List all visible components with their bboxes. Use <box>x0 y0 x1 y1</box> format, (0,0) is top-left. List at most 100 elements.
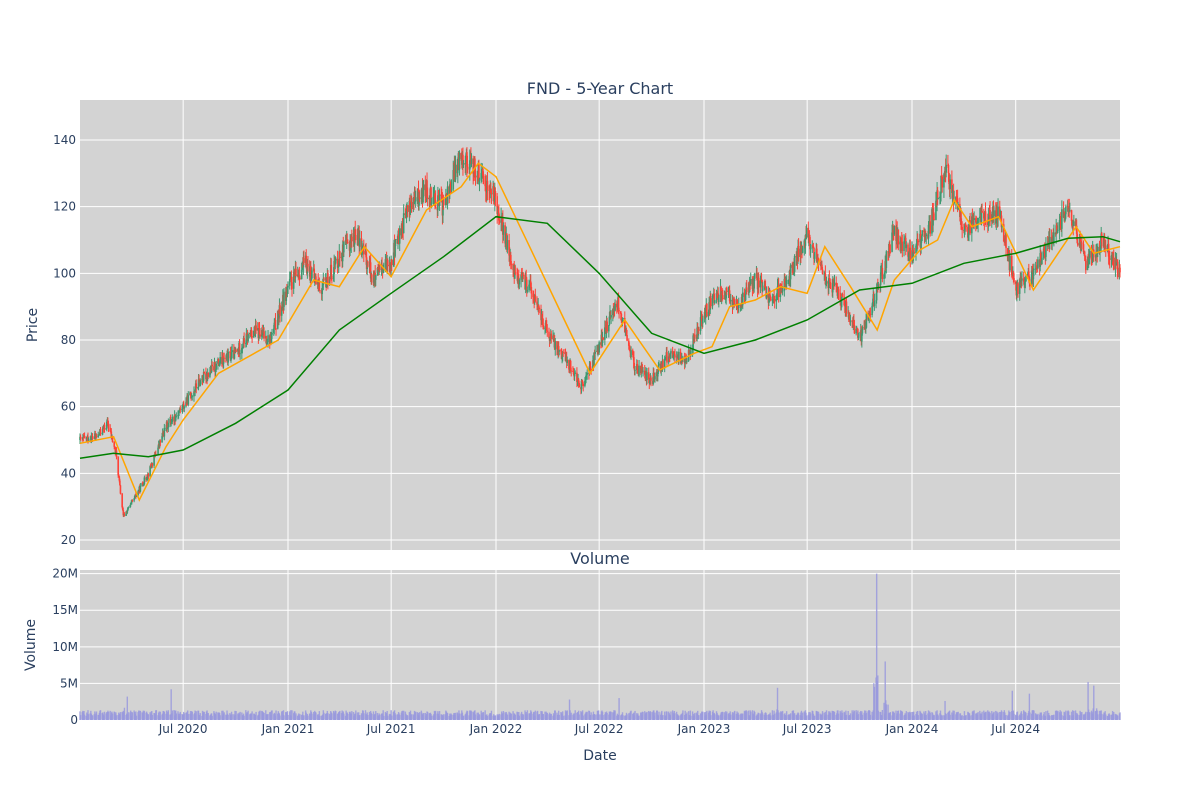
volume-bar <box>279 716 280 720</box>
volume-bar <box>431 716 432 720</box>
volume-bar <box>606 713 607 720</box>
date-tick-label: Jul 2021 <box>366 722 416 736</box>
volume-bar <box>467 711 468 720</box>
volume-bar <box>898 711 899 720</box>
candle-body <box>906 245 908 249</box>
volume-bar <box>666 712 667 720</box>
volume-bar <box>192 712 193 720</box>
candle-body <box>215 364 217 370</box>
candle-body <box>323 279 325 280</box>
candle-body <box>451 189 453 190</box>
candle-body <box>117 457 119 475</box>
candle-body <box>160 441 162 443</box>
volume-bar <box>140 711 141 720</box>
candle-body <box>1113 258 1115 270</box>
candle-body <box>303 258 305 263</box>
candle-body <box>574 374 576 377</box>
candle-body <box>758 278 760 288</box>
volume-bar <box>778 713 779 720</box>
price-tick-label: 80 <box>61 333 76 347</box>
volume-bar <box>359 715 360 720</box>
candle-body <box>199 380 201 386</box>
candle-body <box>850 321 852 323</box>
volume-bar <box>479 715 480 720</box>
volume-bar <box>786 711 787 720</box>
volume-bar <box>168 710 169 720</box>
volume-bar <box>638 716 639 720</box>
volume-bar <box>842 713 843 720</box>
volume-bar <box>439 711 440 720</box>
volume-bar <box>311 714 312 720</box>
volume-bar <box>208 713 209 720</box>
volume-bar <box>598 714 599 720</box>
candle-body <box>925 234 927 236</box>
candle-body <box>858 336 860 338</box>
date-tick-label: Jan 2023 <box>677 722 731 736</box>
volume-bar <box>176 713 177 720</box>
price-tick-label: 120 <box>53 200 76 214</box>
date-tick-label: Jan 2022 <box>469 722 523 736</box>
candle-body <box>152 463 154 466</box>
candle-body <box>243 338 245 344</box>
candle-body <box>157 448 159 455</box>
candle-body <box>395 239 397 240</box>
candle-body <box>754 276 756 279</box>
volume-bar <box>523 715 524 720</box>
candle-body <box>307 264 309 267</box>
volume-bar <box>678 716 679 720</box>
candle-body <box>92 436 94 438</box>
candle-body <box>666 352 668 362</box>
candle <box>120 485 122 495</box>
candle-body <box>321 288 323 294</box>
candle-body <box>251 336 253 337</box>
volume-bar <box>283 715 284 720</box>
volume-bar <box>618 698 619 720</box>
candle-body <box>311 271 313 279</box>
candle-body <box>582 384 584 386</box>
candle-body <box>890 252 892 253</box>
volume-bar <box>411 714 412 720</box>
candle-body <box>275 329 277 330</box>
candle-body <box>745 294 747 300</box>
candle-body <box>1083 244 1085 252</box>
candle-body <box>941 177 943 188</box>
candle-body <box>487 181 489 190</box>
candle-body <box>467 167 469 168</box>
candle-body <box>176 416 178 417</box>
candle-body <box>531 287 533 293</box>
candle <box>894 225 896 236</box>
volume-bar <box>247 711 248 720</box>
candle-body <box>870 314 872 315</box>
volume-bar <box>722 712 723 720</box>
candle-body <box>898 230 900 245</box>
volume-bar <box>96 711 97 720</box>
candle-body <box>295 269 297 276</box>
candle-body <box>235 350 237 351</box>
volume-bar <box>726 712 727 720</box>
volume-bar <box>682 710 683 720</box>
candle-body <box>367 261 369 262</box>
candle-body <box>658 364 660 366</box>
candle-body <box>813 246 815 247</box>
volume-bar <box>435 711 436 720</box>
volume-bar <box>463 716 464 720</box>
candle-body <box>690 351 692 354</box>
volume-bar <box>862 715 863 720</box>
candle-body <box>144 477 146 484</box>
volume-bar <box>263 713 264 720</box>
volume-bar <box>762 713 763 720</box>
candle-body <box>710 298 712 306</box>
candle-body <box>275 320 277 329</box>
candle-body <box>570 371 572 372</box>
volume-bar <box>686 712 687 720</box>
volume-bar <box>886 704 887 720</box>
volume-bar <box>335 711 336 720</box>
candle-body <box>961 227 963 230</box>
candle-body <box>790 265 792 280</box>
candle-body <box>1065 207 1067 215</box>
volume-bar <box>710 715 711 720</box>
volume-plot-area <box>80 570 1120 720</box>
candle-body <box>291 282 293 289</box>
volume-bar <box>204 712 205 720</box>
candle-body <box>762 289 764 291</box>
